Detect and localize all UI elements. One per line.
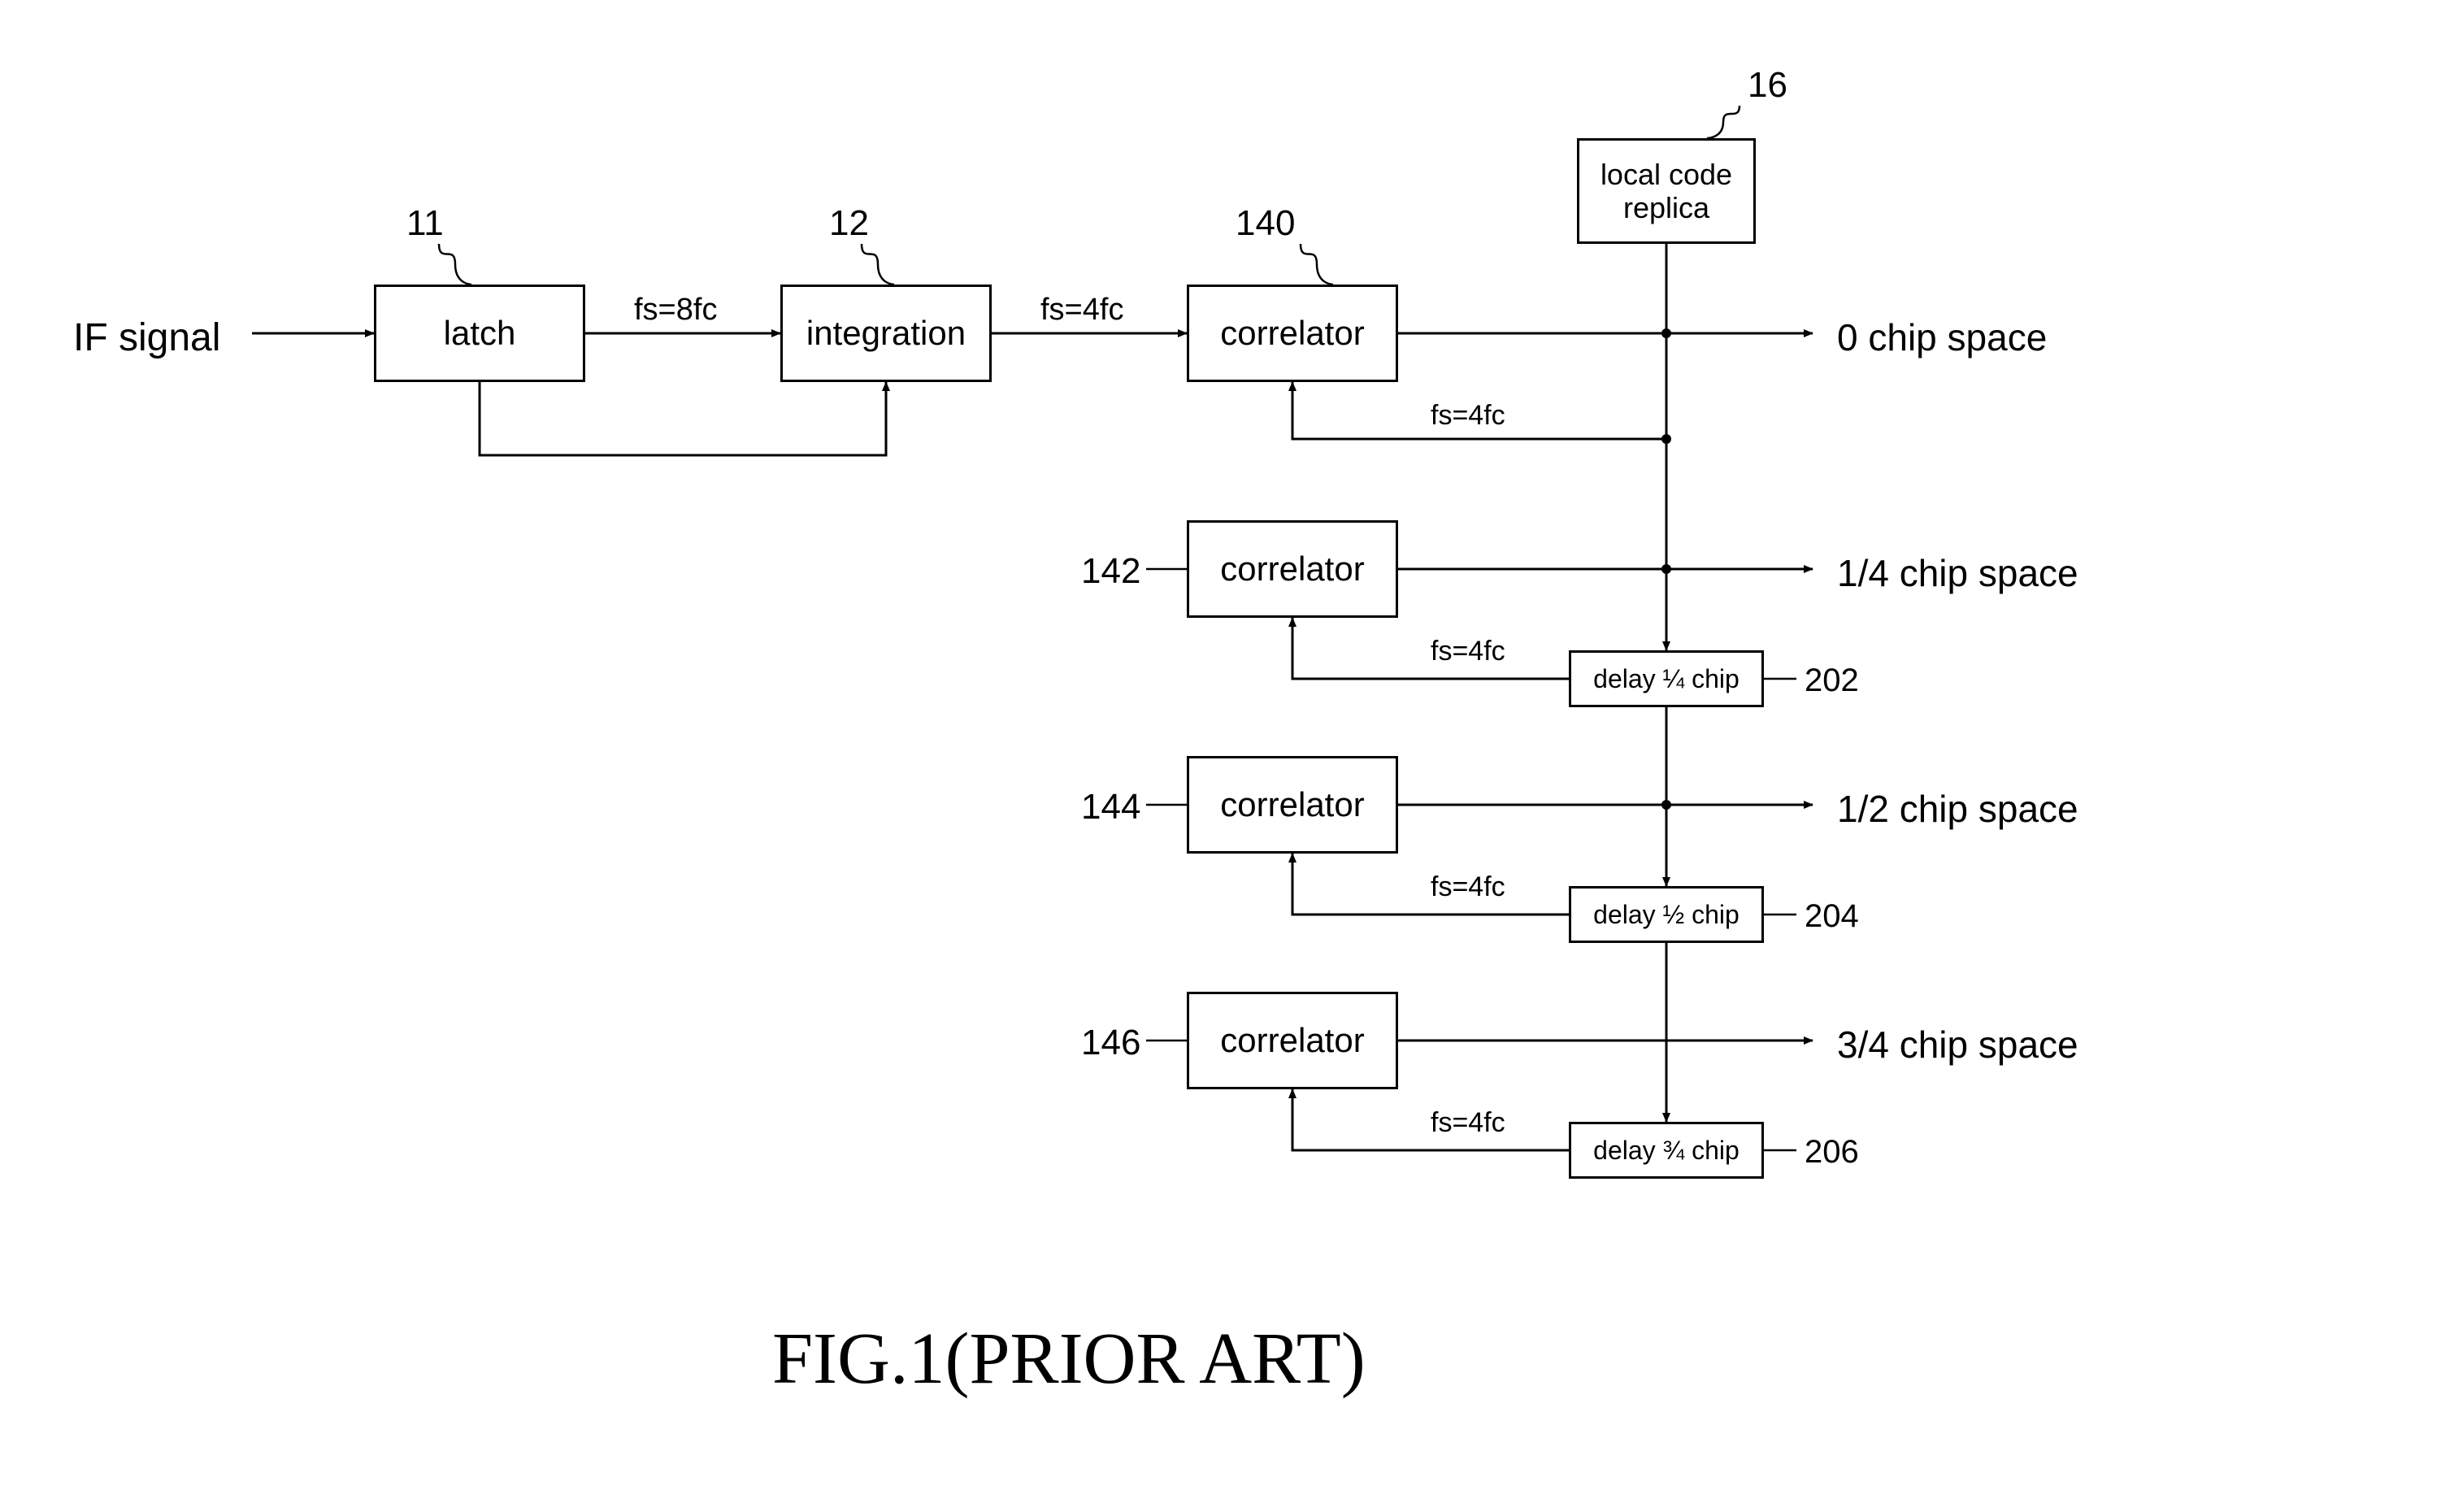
ref-squiggle — [439, 244, 471, 285]
box-corr3: correlator — [1187, 992, 1398, 1089]
junction-dot — [1661, 328, 1671, 338]
junction-dot — [1661, 434, 1671, 444]
label-ref12: 12 — [829, 203, 869, 244]
label-ref11: 11 — [406, 203, 444, 244]
label-ref142: 142 — [1081, 551, 1140, 592]
label-ref144: 144 — [1081, 787, 1140, 828]
label-fs4_1: fs=4fc — [1431, 636, 1505, 667]
ref-squiggle — [1301, 244, 1333, 285]
label-fs4_3: fs=4fc — [1431, 1107, 1505, 1139]
label-out0: 0 chip space — [1837, 315, 2047, 359]
box-delay3: delay ¾ chip — [1569, 1122, 1764, 1179]
box-corr0: correlator — [1187, 285, 1398, 382]
label-ref202: 202 — [1805, 663, 1859, 699]
label-if_signal: IF signal — [73, 315, 220, 360]
label-ref204: 204 — [1805, 898, 1859, 935]
box-replica: local codereplica — [1577, 138, 1756, 244]
label-ref140: 140 — [1236, 203, 1295, 244]
ref-squiggle — [1707, 106, 1740, 138]
label-figcap: FIG.1(PRIOR ART) — [772, 1317, 1366, 1401]
junction-dot — [1661, 564, 1671, 574]
label-fs8: fs=8fc — [634, 293, 717, 328]
label-out1: 1/4 chip space — [1837, 551, 2078, 595]
label-ref146: 146 — [1081, 1023, 1140, 1063]
arrow — [480, 382, 886, 455]
box-corr2: correlator — [1187, 756, 1398, 854]
box-corr1: correlator — [1187, 520, 1398, 618]
label-ref206: 206 — [1805, 1134, 1859, 1171]
box-integration: integration — [780, 285, 992, 382]
box-latch: latch — [374, 285, 585, 382]
label-ref16: 16 — [1748, 65, 1787, 106]
ref-squiggle — [862, 244, 894, 285]
junction-dot — [1661, 800, 1671, 810]
diagram-canvas: latch integration correlator correlator corr… — [0, 0, 2454, 1512]
label-fs4a: fs=4fc — [1040, 293, 1123, 328]
box-delay1: delay ¼ chip — [1569, 650, 1764, 707]
label-fs4_2: fs=4fc — [1431, 871, 1505, 903]
label-fs4_0: fs=4fc — [1431, 400, 1505, 432]
box-delay2: delay ½ chip — [1569, 886, 1764, 943]
label-out2: 1/2 chip space — [1837, 787, 2078, 831]
label-out3: 3/4 chip space — [1837, 1023, 2078, 1067]
